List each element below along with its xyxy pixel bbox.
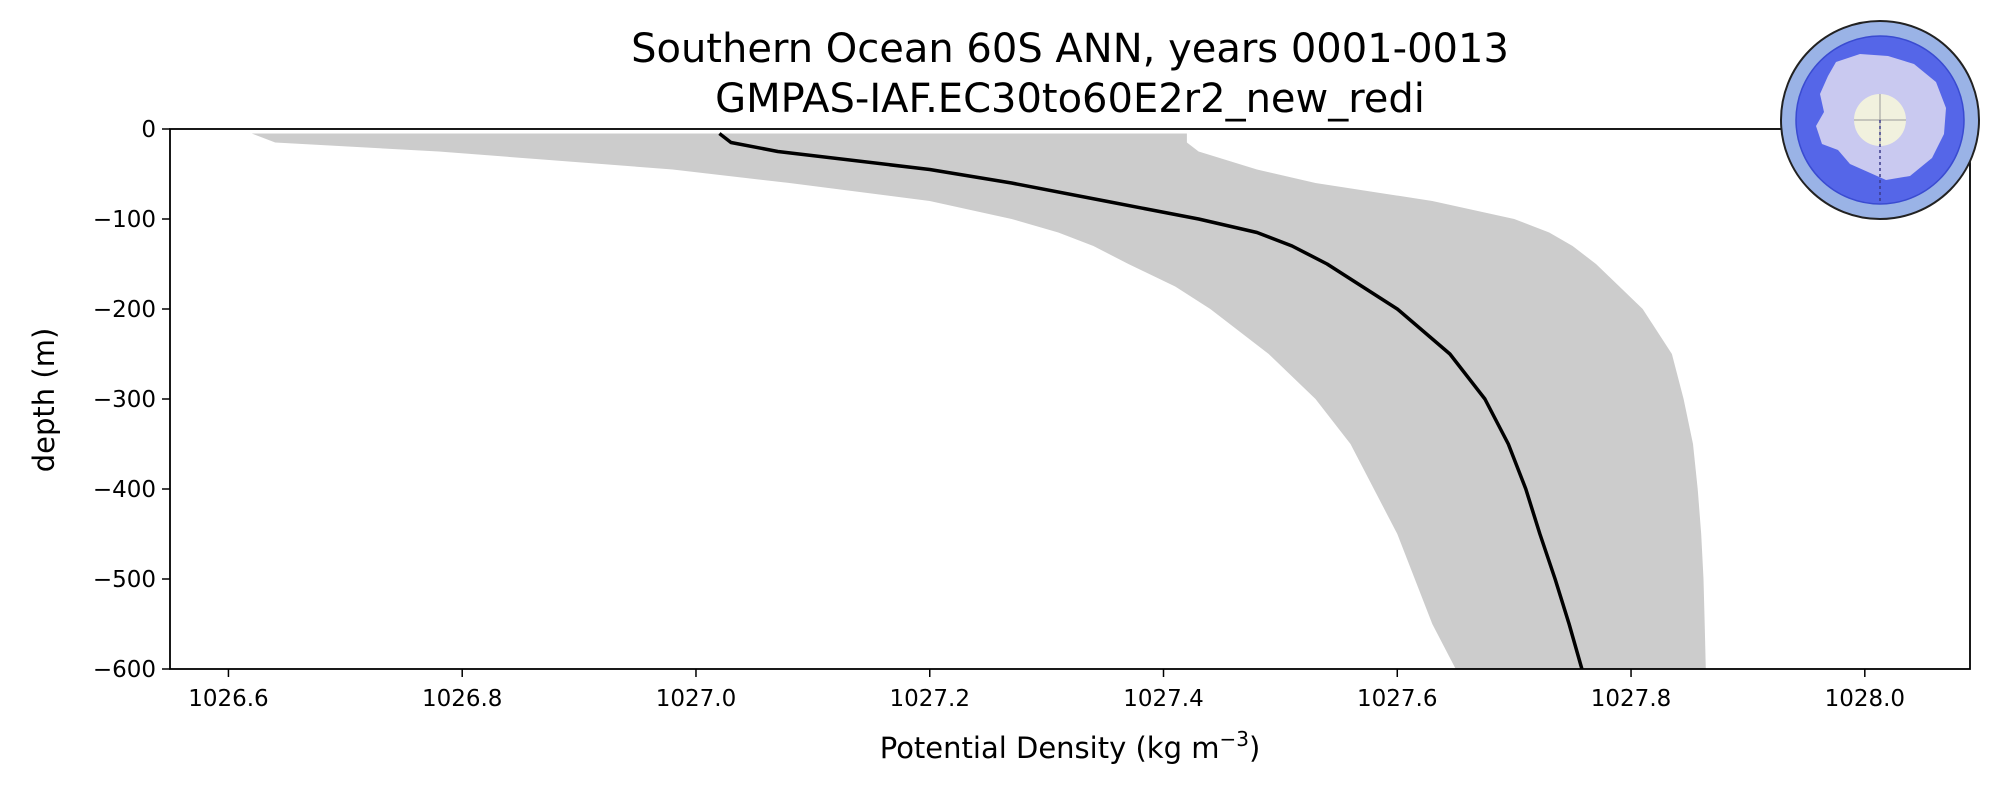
x-axis-label-text: Potential Density (kg m <box>880 731 1220 765</box>
x-tick-label: 1026.8 <box>422 686 502 712</box>
y-tick-label: −100 <box>93 207 156 233</box>
x-tick-label: 1027.0 <box>656 686 736 712</box>
y-tick-label: −400 <box>93 477 156 503</box>
chart-title: Southern Ocean 60S ANN, years 0001-0013 <box>631 26 1509 72</box>
y-tick-label: −600 <box>93 657 156 683</box>
y-tick-label: −300 <box>93 387 156 413</box>
x-axis-ticks: 1026.6 1026.8 1027.0 1027.2 1027.4 1027.6 1027… <box>188 669 1905 712</box>
x-tick-label: 1027.8 <box>1591 686 1671 712</box>
x-tick-label: 1026.6 <box>188 686 268 712</box>
y-axis-ticks: 0 −100 −200 −300 −400 −500 −600 <box>93 117 170 683</box>
y-tick-label: −200 <box>93 297 156 323</box>
x-axis-label-exponent: −3 <box>1219 727 1248 751</box>
y-axis-label: depth (m) <box>27 328 61 473</box>
x-tick-label: 1028.0 <box>1825 686 1905 712</box>
x-tick-label: 1027.4 <box>1123 686 1203 712</box>
x-axis-label: Potential Density (kg m−3) <box>880 727 1261 765</box>
spread-band <box>251 133 1706 669</box>
x-tick-label: 1027.2 <box>889 686 969 712</box>
y-tick-label: 0 <box>141 117 156 143</box>
x-tick-label: 1027.6 <box>1357 686 1437 712</box>
antarctica-polar-map-icon <box>1780 20 1980 220</box>
chart-subtitle: GMPAS-IAF.EC30to60E2r2_new_redi <box>715 76 1425 122</box>
mean-profile-line <box>718 132 1584 670</box>
y-tick-label: −500 <box>93 567 156 593</box>
x-axis-label-suffix: ) <box>1249 731 1260 765</box>
plot-area <box>169 128 1971 670</box>
